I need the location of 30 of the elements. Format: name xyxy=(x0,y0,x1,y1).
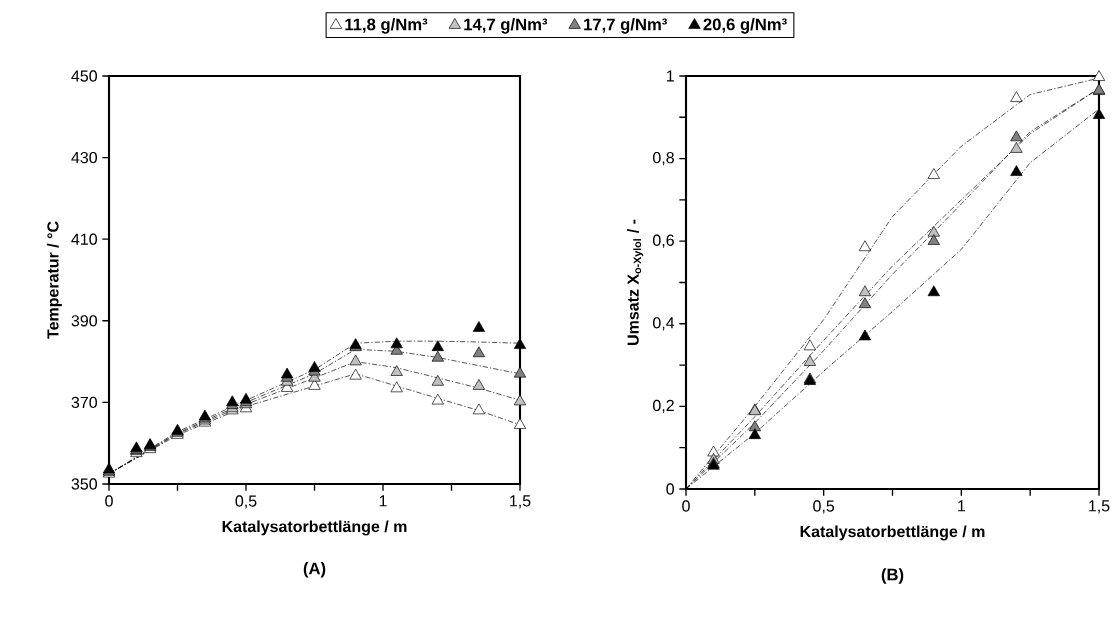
x-tick-label: 0,5 xyxy=(235,495,257,509)
x-tick-label: 1 xyxy=(379,495,387,507)
x-axis-title: Katalysatorbettlänge / m xyxy=(800,525,985,541)
y-tick-label: 1 xyxy=(666,70,674,82)
y-tick-label: 0,6 xyxy=(653,234,674,248)
y-tick-label: 0 xyxy=(666,483,675,495)
y-tick-label: 0,8 xyxy=(653,151,674,166)
legend-label: 14,7 g/Nm³ xyxy=(464,18,548,34)
x-tick-label: 1,5 xyxy=(1089,500,1110,514)
y-tick-label: 0,4 xyxy=(653,317,675,331)
y-tick-label: 410 xyxy=(71,233,98,245)
text: (A) xyxy=(303,562,326,578)
y-tick-label: 450 xyxy=(71,70,98,82)
text: (B) xyxy=(881,568,904,584)
y-tick-label: 0,2 xyxy=(653,399,674,413)
legend-label: 11,8 g/Nm³ xyxy=(345,18,428,34)
x-tick-label: 0,5 xyxy=(813,500,835,514)
legend-label: 20,6 g/Nm³ xyxy=(703,18,787,34)
x-tick-label: 1,5 xyxy=(510,495,531,509)
legend-label: 17,7 g/Nm³ xyxy=(584,18,667,34)
y-axis-title: Temperatur / °C xyxy=(46,221,62,339)
x-tick-label: 0 xyxy=(105,495,113,507)
x-tick-label: 1 xyxy=(958,500,965,512)
x-tick-label: 0 xyxy=(682,500,690,512)
y-tick-label: 350 xyxy=(71,478,98,490)
y-tick-label: 430 xyxy=(71,151,98,164)
y-axis-title: Umsatz X$_{o-Xylol}$ / - xyxy=(627,219,644,345)
x-axis-title: Katalysatorbettlänge / m xyxy=(222,520,407,536)
y-tick-label: 370 xyxy=(71,396,98,409)
y-tick-label: 390 xyxy=(71,315,98,327)
